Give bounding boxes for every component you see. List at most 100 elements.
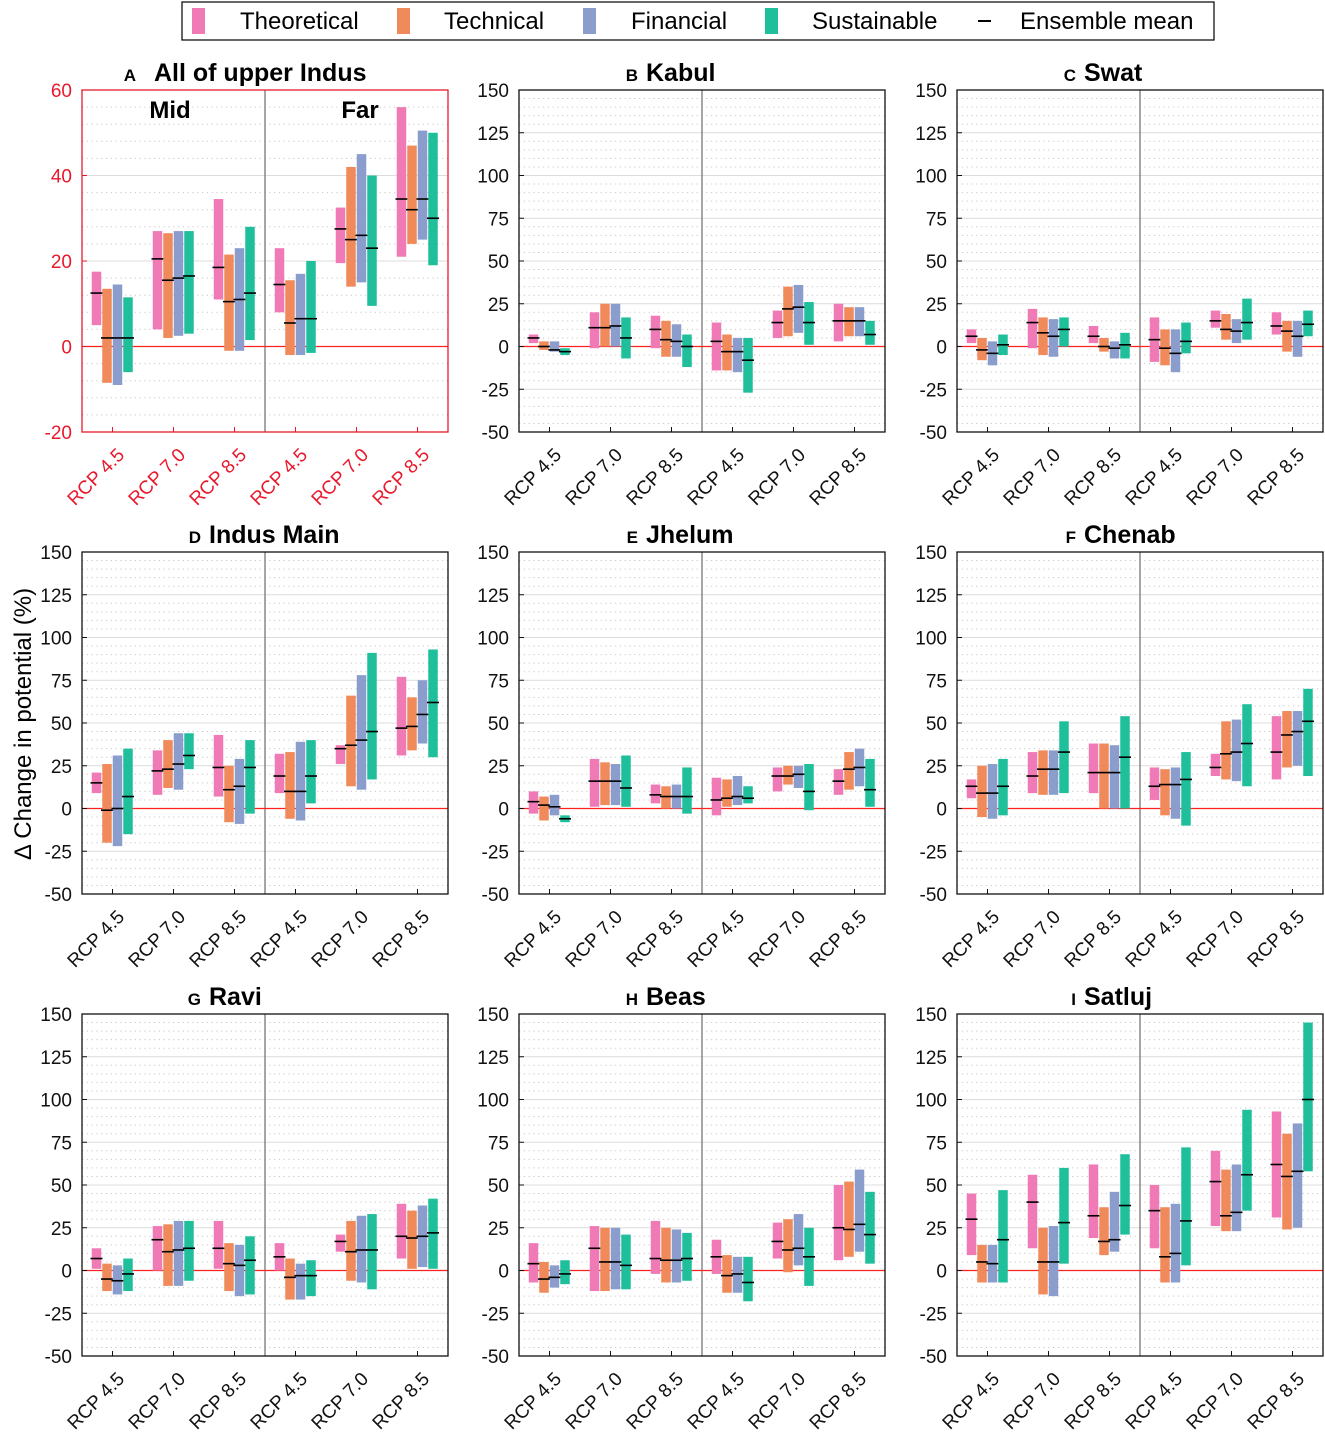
- y-tick-label: 150: [477, 81, 509, 102]
- sustainable-range-bar: [682, 334, 692, 368]
- y-tick-label: 75: [926, 1133, 947, 1154]
- technical-range-bar: [1099, 1207, 1109, 1256]
- theoretical-range-bar: [833, 303, 844, 342]
- sustainable-range-bar: [621, 1234, 631, 1290]
- x-tick-label: RCP 8.5: [1244, 907, 1309, 972]
- technical-range-bar: [844, 1181, 854, 1257]
- panel-letter: B: [626, 66, 638, 85]
- financial-range-bar: [732, 337, 743, 373]
- technical-range-bar: [1221, 314, 1231, 340]
- panel-letter: F: [1066, 528, 1076, 547]
- y-tick-label: 0: [61, 800, 72, 821]
- x-tick-label: RCP 4.5: [1122, 1369, 1187, 1434]
- technical-range-bar: [163, 233, 173, 338]
- sustainable-range-bar: [1242, 704, 1252, 787]
- financial-range-bar: [1109, 745, 1120, 809]
- y-tick-label: 25: [51, 1219, 72, 1240]
- y-tick-label: 150: [40, 1005, 72, 1026]
- y-tick-label: 50: [926, 1176, 947, 1197]
- y-tick-label: -25: [45, 842, 72, 863]
- sustainable-range-bar: [560, 1260, 570, 1285]
- x-tick-label: RCP 4.5: [64, 907, 129, 972]
- theoretical-range-bar: [833, 769, 844, 795]
- x-tick-label: RCP 7.0: [562, 907, 627, 972]
- y-tick-label: -50: [920, 1347, 947, 1368]
- technical-range-bar: [539, 1261, 549, 1293]
- panel-title: Jhelum: [646, 521, 734, 549]
- x-tick-label: RCP 7.0: [1000, 1369, 1065, 1434]
- x-tick-label: RCP 7.0: [125, 445, 190, 510]
- legend-swatch-theoretical: [192, 8, 205, 34]
- financial-range-bar: [610, 1227, 621, 1290]
- sustainable-range-bar: [123, 748, 133, 835]
- panel-letter: H: [626, 990, 638, 1009]
- y-tick-label: 0: [61, 338, 72, 359]
- sustainable-range-bar: [1242, 1109, 1252, 1211]
- theoretical-range-bar: [833, 1185, 844, 1261]
- technical-range-bar: [407, 697, 417, 751]
- financial-range-bar: [295, 273, 306, 356]
- technical-range-bar: [407, 1210, 417, 1269]
- theoretical-range-bar: [213, 1220, 224, 1269]
- x-tick-label: RCP 7.0: [308, 1369, 373, 1434]
- panel-title: Chenab: [1084, 521, 1176, 549]
- sustainable-range-bar: [1303, 688, 1313, 777]
- theoretical-range-bar: [1027, 752, 1038, 794]
- technical-range-bar: [285, 1258, 295, 1300]
- technical-range-bar: [346, 695, 356, 787]
- x-tick-label: RCP 8.5: [1244, 1369, 1309, 1434]
- technical-range-bar: [285, 280, 295, 356]
- financial-range-bar: [732, 776, 743, 806]
- theoretical-range-bar: [396, 1203, 407, 1259]
- technical-range-bar: [1099, 337, 1109, 352]
- sustainable-range-bar: [245, 1236, 255, 1295]
- financial-range-bar: [549, 794, 560, 816]
- x-tick-label: RCP 4.5: [247, 1369, 312, 1434]
- technical-range-bar: [1160, 769, 1170, 816]
- legend-label-sustainable: Sustainable: [812, 8, 937, 35]
- sustainable-range-bar: [1120, 1154, 1130, 1235]
- y-tick-label: -50: [920, 423, 947, 444]
- theoretical-range-bar: [1210, 753, 1221, 777]
- technical-range-bar: [661, 786, 671, 809]
- x-tick-label: RCP 4.5: [501, 1369, 566, 1434]
- y-tick-label: 100: [477, 167, 509, 188]
- y-tick-label: 100: [915, 629, 947, 650]
- theoretical-range-bar: [772, 1222, 783, 1259]
- y-tick-label: -25: [482, 842, 509, 863]
- sustainable-range-bar: [1303, 310, 1313, 337]
- financial-range-bar: [295, 1263, 306, 1300]
- sustainable-range-bar: [1120, 332, 1130, 359]
- sustainable-range-bar: [306, 740, 316, 804]
- financial-range-bar: [1231, 719, 1242, 782]
- sustainable-range-bar: [428, 1198, 438, 1269]
- y-tick-label: 150: [915, 1005, 947, 1026]
- y-tick-label: 50: [926, 714, 947, 735]
- theoretical-range-bar: [528, 791, 539, 814]
- x-tick-label: RCP 4.5: [501, 445, 566, 510]
- x-tick-label: RCP 8.5: [806, 907, 871, 972]
- x-tick-label: RCP 7.0: [1000, 445, 1065, 510]
- sustainable-range-bar: [184, 231, 194, 334]
- x-tick-label: RCP 4.5: [939, 1369, 1004, 1434]
- technical-range-bar: [1038, 1227, 1048, 1295]
- financial-range-bar: [417, 130, 428, 240]
- x-tick-label: RCP 8.5: [186, 907, 251, 972]
- theoretical-range-bar: [711, 777, 722, 816]
- legend-label-technical: Technical: [444, 8, 544, 35]
- sustainable-range-bar: [682, 767, 692, 814]
- sustainable-range-bar: [743, 786, 753, 804]
- technical-range-bar: [346, 1220, 356, 1281]
- y-tick-label: 100: [477, 1091, 509, 1112]
- y-tick-label: 100: [915, 1091, 947, 1112]
- theoretical-range-bar: [1088, 1164, 1099, 1239]
- x-tick-label: RCP 7.0: [125, 1369, 190, 1434]
- y-tick-label: 40: [51, 167, 72, 188]
- sustainable-range-bar: [1181, 322, 1191, 354]
